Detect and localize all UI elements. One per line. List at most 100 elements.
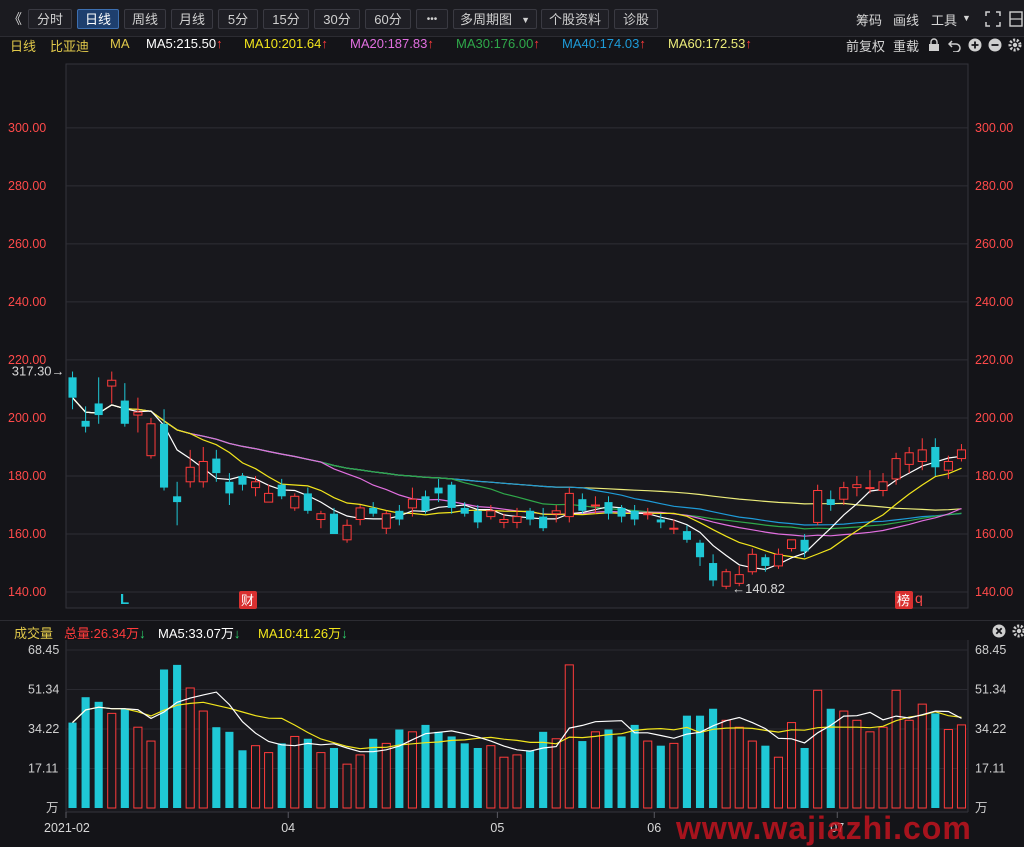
candle-body[interactable] [81, 420, 90, 427]
candle-body[interactable] [734, 574, 744, 584]
candle-body[interactable] [290, 495, 300, 509]
volume-bar[interactable] [813, 689, 823, 809]
volume-bar[interactable] [604, 729, 613, 808]
volume-bar[interactable] [434, 731, 443, 808]
candle-body[interactable] [956, 449, 967, 460]
volume-bar[interactable] [212, 727, 221, 808]
candle-body[interactable] [656, 519, 665, 523]
volume-bar[interactable] [682, 715, 691, 808]
candle-body[interactable] [669, 527, 679, 530]
layout-icon[interactable] [1009, 11, 1023, 27]
multi-period-dropdown[interactable]: 多周期图 ▼ [453, 9, 537, 29]
volume-bar[interactable] [94, 701, 103, 808]
volume-bar[interactable] [786, 722, 797, 809]
period-button-intraday[interactable]: 分时 [28, 9, 72, 29]
tools-chevron-down-icon[interactable]: ▼ [962, 13, 971, 23]
period-button-5min[interactable]: 5分 [218, 9, 258, 29]
candle-body[interactable] [839, 487, 849, 500]
volume-bar[interactable] [447, 736, 456, 808]
volume-bar[interactable] [773, 756, 784, 809]
candle-body[interactable] [852, 484, 862, 489]
volume-bar[interactable] [734, 726, 744, 809]
candle-body[interactable] [133, 411, 143, 416]
volume-bar[interactable] [316, 752, 326, 809]
volume-bar[interactable] [68, 722, 77, 808]
period-button-monthly[interactable]: 月线 [171, 9, 213, 29]
candle-body[interactable] [826, 499, 835, 506]
candle-body[interactable] [813, 489, 823, 523]
candle-body[interactable] [68, 377, 77, 398]
candle-body[interactable] [917, 449, 927, 462]
candle-body[interactable] [786, 539, 797, 550]
volume-bar[interactable] [878, 726, 888, 809]
candle-body[interactable] [381, 513, 391, 529]
candle-body[interactable] [473, 510, 482, 523]
chip-button[interactable]: 筹码 [856, 13, 883, 28]
volume-bar[interactable] [264, 752, 274, 809]
volume-bar[interactable] [159, 669, 169, 808]
volume-bar[interactable] [564, 664, 574, 809]
volume-bar[interactable] [329, 747, 339, 808]
volume-bar[interactable] [460, 743, 469, 808]
volume-bar[interactable] [931, 713, 940, 808]
tools-button[interactable]: 工具 [931, 13, 958, 28]
candle-body[interactable] [590, 504, 600, 507]
adjust-mode-button[interactable]: 前复权 [846, 39, 886, 54]
candle-body[interactable] [499, 519, 509, 523]
volume-bar[interactable] [904, 719, 914, 809]
candle-body[interactable] [512, 516, 522, 523]
zoom-in-icon[interactable] [968, 38, 982, 52]
candle-body[interactable] [721, 571, 731, 587]
settings-gear-icon[interactable] [1008, 38, 1022, 52]
volume-bar[interactable] [630, 724, 639, 808]
candle-body[interactable] [539, 516, 548, 529]
candle-body[interactable] [264, 492, 274, 503]
candle-body[interactable] [277, 484, 286, 497]
candle-body[interactable] [761, 557, 770, 566]
price-chart[interactable]: 300.00 300.00 280.00 280.00 260.00 260.00 240.… [0, 56, 1024, 620]
candle-body[interactable] [94, 403, 103, 416]
volume-bar[interactable] [551, 738, 561, 809]
volume-bar[interactable] [486, 745, 496, 809]
candle-body[interactable] [407, 498, 417, 509]
candle-body[interactable] [643, 513, 653, 516]
volume-bar[interactable] [709, 708, 718, 808]
candle-body[interactable] [316, 513, 326, 521]
volume-bar[interactable] [695, 715, 705, 808]
volume-bar[interactable] [395, 729, 404, 808]
volume-bar[interactable] [421, 724, 430, 808]
candle-body[interactable] [447, 484, 456, 508]
candle-body[interactable] [421, 496, 430, 511]
volume-bar[interactable] [891, 689, 901, 809]
period-button-daily[interactable]: 日线 [77, 9, 119, 29]
undo-icon[interactable] [948, 38, 962, 52]
candle-body[interactable] [212, 458, 221, 474]
candle-body[interactable] [146, 423, 156, 457]
candle-body[interactable] [878, 481, 888, 491]
candle-body[interactable] [526, 510, 535, 520]
volume-bar[interactable] [290, 735, 300, 809]
volume-bar[interactable] [539, 731, 548, 808]
candle-body[interactable] [617, 507, 626, 517]
draw-line-button[interactable]: 画线 [893, 13, 920, 28]
candle-body[interactable] [329, 513, 339, 535]
diagnose-button[interactable]: 诊股 [614, 9, 658, 29]
volume-bar[interactable] [250, 745, 261, 809]
candle-body[interactable] [695, 542, 705, 558]
volume-bar[interactable] [826, 708, 835, 808]
candle-body[interactable] [369, 507, 378, 514]
volume-bar[interactable] [852, 719, 862, 809]
volume-bar[interactable] [839, 710, 849, 809]
candle-body[interactable] [173, 496, 182, 503]
candle-body[interactable] [198, 460, 208, 483]
candle-body[interactable] [250, 481, 261, 489]
fullscreen-icon[interactable] [985, 11, 1001, 27]
candle-body[interactable] [747, 553, 757, 573]
candle-body[interactable] [303, 493, 312, 511]
volume-bar[interactable] [499, 756, 509, 809]
zoom-out-icon[interactable] [988, 38, 1002, 52]
volume-settings-icon[interactable] [1012, 624, 1024, 638]
candle-body[interactable] [630, 510, 639, 520]
volume-bar[interactable] [407, 731, 417, 809]
candle-body[interactable] [185, 466, 195, 483]
